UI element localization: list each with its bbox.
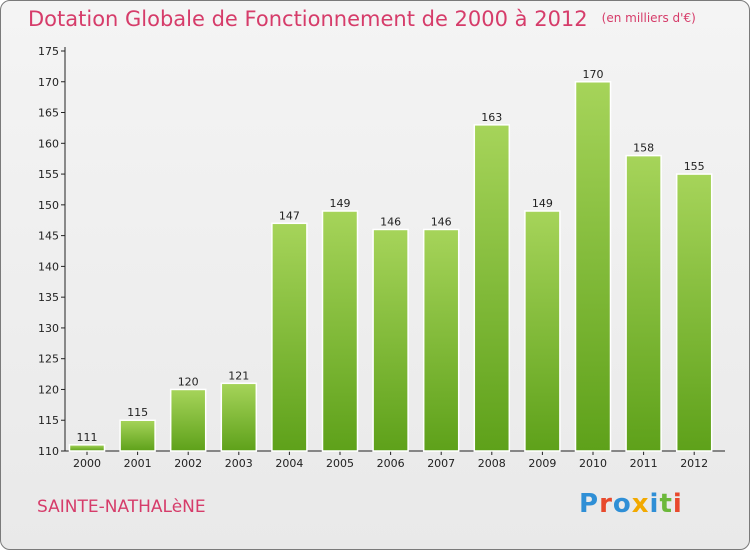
value-label-2001: 115 — [127, 406, 148, 419]
value-label-2000: 111 — [77, 431, 98, 444]
proxiti-logo: Proxiti — [579, 489, 683, 519]
value-label-2012: 155 — [684, 160, 705, 173]
y-tick-label: 115 — [38, 414, 59, 427]
bars — [68, 81, 713, 452]
bar-2008 — [473, 124, 511, 452]
bar-2005 — [321, 210, 359, 452]
bar-2004 — [271, 222, 308, 452]
y-tick-label: 150 — [38, 199, 59, 212]
logo-letter: i — [649, 489, 660, 519]
y-tick-label: 140 — [38, 260, 59, 273]
value-label-2007: 146 — [431, 215, 452, 228]
x-tick-label-2002: 2002 — [174, 457, 202, 470]
logo-letter: r — [599, 489, 613, 519]
y-tick-label: 125 — [38, 353, 59, 366]
logo-letter: P — [579, 489, 600, 519]
y-tick-label: 155 — [38, 168, 59, 181]
title-main: Dotation Globale de Fonctionnement de 20… — [28, 7, 588, 31]
logo-letter: i — [672, 489, 683, 519]
x-tick-label-2011: 2011 — [630, 457, 658, 470]
bar-2000 — [68, 444, 106, 452]
y-tick-label: 110 — [38, 445, 59, 458]
value-label-2003: 121 — [228, 369, 249, 382]
y-tick-label: 170 — [38, 76, 59, 89]
y-tick-label: 120 — [38, 383, 59, 396]
bar-2006 — [372, 228, 409, 452]
bar-2003 — [220, 382, 258, 452]
commune-name: SAINTE-NATHALèNE — [37, 497, 206, 517]
bar-2001 — [119, 419, 156, 452]
x-tick-label-2007: 2007 — [427, 457, 455, 470]
x-tick-label-2010: 2010 — [579, 457, 607, 470]
x-tick-label-2012: 2012 — [680, 457, 708, 470]
bar-2007 — [422, 228, 460, 452]
y-tick-label: 135 — [38, 291, 59, 304]
value-label-2006: 146 — [380, 215, 401, 228]
value-label-2010: 170 — [583, 68, 604, 81]
value-label-2009: 149 — [532, 197, 553, 210]
bar-2002 — [169, 388, 207, 452]
axes: 1101151201251301351401451501551601651701… — [38, 45, 725, 470]
value-label-2011: 158 — [633, 142, 654, 155]
y-tick-label: 160 — [38, 137, 59, 150]
logo-letter: t — [659, 489, 673, 519]
x-tick-label-2004: 2004 — [275, 457, 303, 470]
x-tick-label-2006: 2006 — [377, 457, 405, 470]
value-labels: 111 115 120 121 147 149 146 146 163 149 170 158 155 — [77, 68, 705, 444]
value-label-2005: 149 — [330, 197, 351, 210]
bar-2009 — [524, 210, 561, 452]
value-label-2002: 120 — [178, 375, 199, 388]
value-label-2008: 163 — [481, 111, 502, 124]
x-tick-label-2000: 2000 — [73, 457, 101, 470]
bar-2011 — [625, 154, 662, 452]
chart-title: Dotation Globale de Fonctionnement de 20… — [28, 7, 696, 31]
logo-letter: o — [612, 489, 632, 519]
x-tick-label-2005: 2005 — [326, 457, 354, 470]
logo-letter: x — [631, 489, 650, 519]
y-tick-label: 145 — [38, 230, 59, 243]
bar-2012 — [675, 173, 713, 452]
title-unit: (en milliers d'€) — [601, 11, 696, 25]
x-tick-label-2009: 2009 — [528, 457, 556, 470]
bar-2010 — [574, 81, 612, 452]
y-tick-label: 130 — [38, 322, 59, 335]
value-label-2004: 147 — [279, 209, 300, 222]
y-tick-label: 175 — [38, 45, 59, 58]
x-tick-label-2003: 2003 — [225, 457, 253, 470]
y-tick-label: 165 — [38, 107, 59, 120]
x-tick-label-2008: 2008 — [478, 457, 506, 470]
x-tick-label-2001: 2001 — [124, 457, 152, 470]
